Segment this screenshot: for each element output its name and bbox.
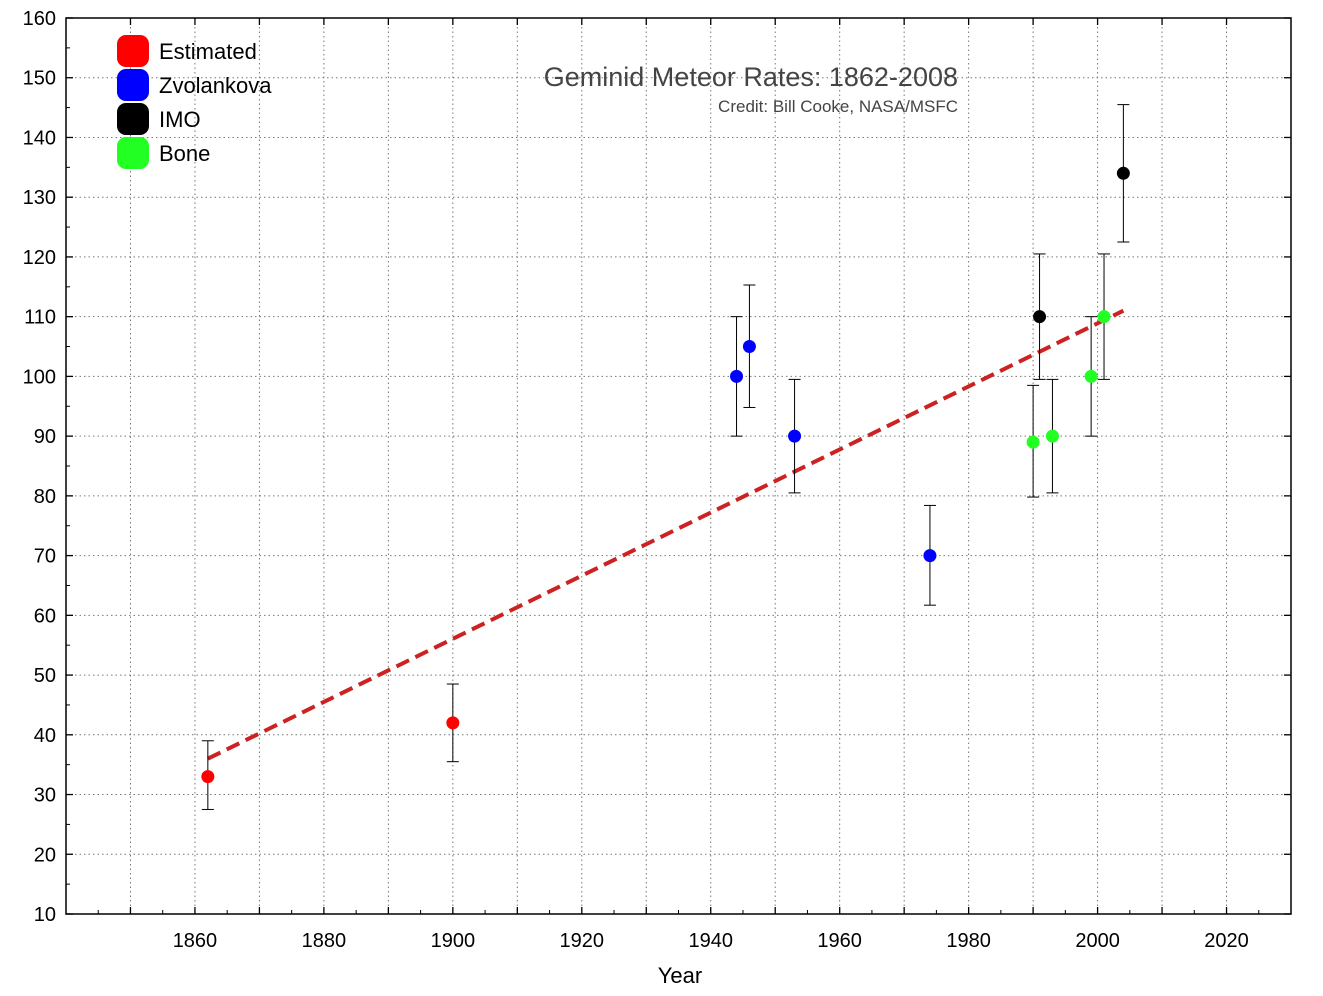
plot-frame [65,17,1292,915]
legend-label-zvolankova: Zvolankova [159,73,272,98]
x-tick-label: 2000 [1075,930,1120,952]
y-tick-label: 20 [34,844,56,866]
chart-title: Geminid Meteor Rates: 1862-2008 [544,62,958,92]
data-point-zvolankova [788,429,802,443]
legend-swatch-imo [117,103,149,135]
y-tick-label: 10 [34,904,56,926]
legend: Estimated Zvolankova IMO Bone [117,35,272,169]
trendline [206,308,1125,761]
data-point-bone [1026,435,1040,449]
x-tick-label: 1980 [946,930,991,952]
y-tick-labels: 10 20 30 40 50 60 70 80 90 100 110 120 130 140 150 160 [23,8,56,926]
legend-label-bone: Bone [159,141,210,166]
y-tick-label: 30 [34,785,56,807]
legend-swatch-zvolankova [117,69,149,101]
y-tick-label: 110 [24,307,56,329]
legend-swatch-bone [117,137,149,169]
data-point-zvolankova [742,340,756,354]
y-tick-label: 160 [23,8,56,30]
x-tick-label: 1940 [688,930,733,952]
chart-credit: Credit: Bill Cooke, NASA/MSFC [718,97,958,116]
data-point-bone [1045,429,1059,443]
y-tick-label: 40 [34,725,56,747]
y-tick-label: 140 [23,127,56,149]
grid [66,18,1291,914]
y-tick-label: 90 [34,426,56,448]
trendline-layer [206,308,1125,761]
y-tick-label: 130 [23,187,56,209]
y-tick-label: 50 [34,665,56,687]
legend-label-imo: IMO [159,107,201,132]
x-tick-label: 2020 [1204,930,1249,952]
x-tick-labels: 1860 1880 1900 1920 1940 1960 1980 2000 2020 [173,930,1249,952]
y-tick-label: 150 [23,68,56,90]
y-tick-label: 70 [34,546,56,568]
data-point-bone [1097,310,1111,324]
x-tick-label: 1860 [173,930,218,952]
x-tick-label: 1880 [302,930,347,952]
data-point-estimated [201,770,215,784]
x-axis-title: Year [658,963,702,988]
minor-ticks [66,47,1260,914]
data-point-zvolankova [730,369,744,383]
data-point-estimated [446,716,460,730]
legend-label-estimated: Estimated [159,39,257,64]
data-point-imo [1116,166,1130,180]
y-tick-label: 80 [34,486,56,508]
y-tick-label: 100 [23,366,56,388]
x-tick-label: 1960 [817,930,862,952]
y-tick-label: 60 [34,605,56,627]
y-tick-label: 120 [23,247,56,269]
legend-swatch-estimated [117,35,149,67]
x-tick-label: 1920 [560,930,605,952]
data-point-imo [1033,310,1047,324]
axis-ticks [66,17,1291,915]
x-tick-label: 1900 [431,930,476,952]
data-point-zvolankova [923,549,937,563]
data-points [201,166,1130,784]
error-bars [201,104,1130,810]
data-point-bone [1084,369,1098,383]
